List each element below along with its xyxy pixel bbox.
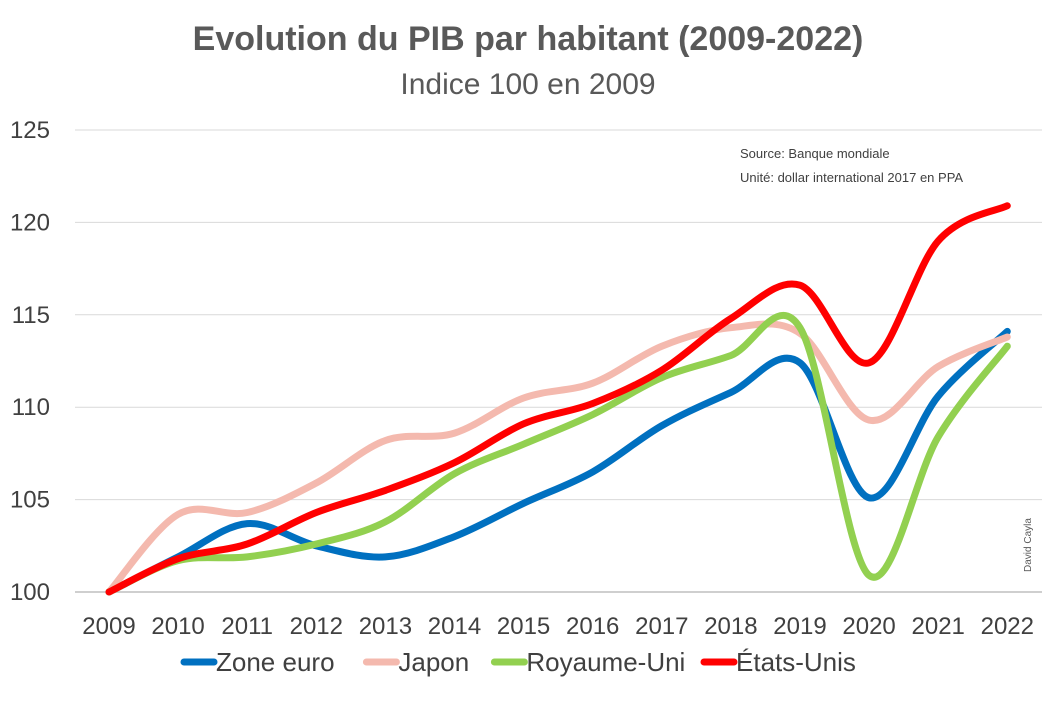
legend-label: Zone euro: [216, 647, 335, 677]
legend-item: États-Unis: [700, 647, 856, 677]
legend: Zone euro Japon Royaume-Uni États-Unis: [180, 647, 856, 677]
author-credit: David Cayla: [1023, 518, 1034, 572]
x-tick-label: 2019: [773, 613, 826, 640]
legend-label: Japon: [398, 647, 469, 677]
y-tick-label: 125: [10, 117, 50, 144]
gridlines: [75, 129, 1042, 593]
y-tick-label: 100: [10, 579, 50, 606]
unit-note: Unité: dollar international 2017 en PPA: [740, 170, 963, 185]
legend-label: États-Unis: [736, 647, 856, 677]
x-tick-label: 2012: [290, 613, 343, 640]
series-line-japon: [105, 320, 1011, 596]
x-tick-label: 2015: [497, 613, 550, 640]
x-axis-ticks: 2009 2010 2011 2012 2013 2014 2015 2016 2017 2018…: [82, 613, 1034, 640]
chart-title: Evolution du PIB par habitant (2009-2022…: [193, 20, 864, 58]
legend-item: Zone euro: [180, 647, 335, 677]
x-tick-label: 2020: [842, 613, 895, 640]
x-tick-label: 2013: [359, 613, 412, 640]
y-tick-label: 105: [10, 487, 50, 514]
x-tick-label: 2017: [635, 613, 688, 640]
legend-item: Japon: [362, 647, 469, 677]
x-tick-label: 2009: [82, 613, 135, 640]
y-tick-label: 110: [12, 394, 50, 421]
y-tick-label: 120: [10, 209, 50, 236]
x-tick-label: 2014: [428, 613, 481, 640]
series-line--tats-unis: [105, 202, 1011, 596]
x-tick-label: 2022: [981, 613, 1034, 640]
y-tick-label: 115: [12, 302, 50, 329]
series-line-royaume-uni: [105, 311, 1011, 596]
x-tick-label: 2021: [912, 613, 965, 640]
series-lines: [105, 202, 1011, 596]
legend-label: Royaume-Uni: [526, 647, 685, 677]
source-note: Source: Banque mondiale: [740, 146, 890, 161]
x-tick-label: 2010: [151, 613, 204, 640]
series-line-zone-euro: [105, 327, 1011, 596]
x-tick-label: 2018: [704, 613, 757, 640]
y-axis-ticks: 100 105 110 115 120 125: [10, 117, 50, 606]
chart-subtitle: Indice 100 en 2009: [400, 68, 655, 101]
legend-item: Royaume-Uni: [490, 647, 685, 677]
x-tick-label: 2011: [221, 613, 273, 640]
x-tick-label: 2016: [566, 613, 619, 640]
